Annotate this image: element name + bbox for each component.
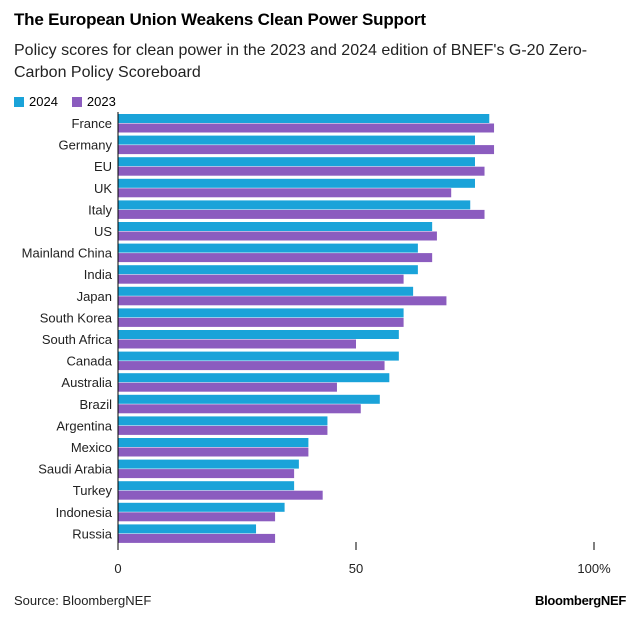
bar-2024-14: [118, 416, 328, 426]
bar-2024-15: [118, 438, 309, 447]
bar-2024-8: [118, 286, 414, 296]
category-label-6: Mainland China: [22, 246, 113, 261]
bar-2024-9: [118, 308, 404, 318]
bar-2024-13: [118, 394, 380, 404]
category-label-1: Germany: [59, 138, 113, 153]
bar-2024-4: [118, 200, 471, 210]
bar-2024-10: [118, 330, 399, 339]
bar-2023-17: [118, 490, 323, 500]
category-label-5: US: [94, 224, 112, 239]
chart-subtitle: Policy scores for clean power in the 202…: [14, 42, 588, 81]
bar-2023-4: [118, 209, 485, 219]
category-label-4: Italy: [88, 202, 112, 217]
category-label-17: Turkey: [73, 483, 113, 498]
bar-2023-1: [118, 145, 495, 155]
bar-2023-12: [118, 382, 337, 392]
brand-logo: BloombergNEF: [534, 593, 626, 608]
category-label-2: EU: [94, 159, 112, 174]
category-label-9: South Korea: [40, 310, 113, 325]
bar-2023-15: [118, 447, 309, 457]
x-tick-label-2: 100%: [577, 561, 611, 576]
bar-2024-17: [118, 481, 295, 491]
category-label-0: France: [72, 116, 112, 131]
bar-2023-6: [118, 253, 433, 263]
bar-2023-3: [118, 188, 452, 198]
bar-2024-16: [118, 459, 299, 469]
bar-2023-19: [118, 533, 276, 543]
legend-swatch-2024: [14, 96, 24, 107]
bar-2024-7: [118, 265, 418, 275]
bar-2023-0: [118, 123, 495, 133]
category-label-16: Saudi Arabia: [38, 462, 112, 477]
bar-2024-6: [118, 243, 418, 253]
legend-item-2024: 2024: [14, 94, 58, 109]
legend-swatch-2023: [71, 96, 82, 107]
category-label-3: UK: [94, 181, 112, 196]
category-label-10: South Africa: [42, 332, 113, 347]
source-note: Source: BloombergNEF: [14, 593, 152, 608]
bar-2024-11: [118, 351, 399, 361]
bar-2024-1: [118, 135, 475, 145]
bar-2024-5: [118, 222, 433, 231]
category-label-14: Argentina: [56, 418, 112, 433]
category-label-19: Russia: [72, 526, 113, 541]
bar-2024-12: [118, 373, 390, 383]
legend-item-2023: 2023: [71, 94, 116, 109]
bar-2023-7: [118, 274, 404, 284]
chart-title: The European Union Weakens Clean Power S…: [14, 10, 426, 29]
bar-2023-8: [118, 296, 447, 306]
legend-label-2024: 2024: [29, 94, 58, 109]
category-label-18: Indonesia: [56, 505, 113, 520]
bar-2023-13: [118, 404, 361, 414]
category-label-12: Australia: [61, 375, 112, 390]
bar-2023-14: [118, 425, 328, 435]
category-label-13: Brazil: [79, 397, 112, 412]
bar-2023-10: [118, 339, 356, 349]
category-label-7: India: [84, 267, 113, 282]
bar-2024-0: [118, 114, 490, 123]
category-label-8: Japan: [77, 289, 112, 304]
bar-2023-16: [118, 469, 295, 479]
x-tick-label-0: 0: [114, 561, 121, 576]
bar-2023-5: [118, 231, 437, 241]
bar-2023-18: [118, 512, 276, 522]
legend: 2024 2023: [14, 94, 130, 109]
bar-2023-11: [118, 361, 385, 371]
category-label-15: Mexico: [71, 440, 112, 455]
bar-2024-18: [118, 502, 285, 512]
legend-label-2023: 2023: [86, 94, 116, 109]
bar-2024-3: [118, 178, 475, 188]
x-tick-label-1: 50: [349, 561, 363, 576]
category-label-11: Canada: [66, 354, 112, 369]
bar-2024-2: [118, 157, 475, 167]
bar-2023-9: [118, 317, 404, 327]
bar-2023-2: [118, 166, 485, 176]
bar-2024-19: [118, 524, 257, 534]
